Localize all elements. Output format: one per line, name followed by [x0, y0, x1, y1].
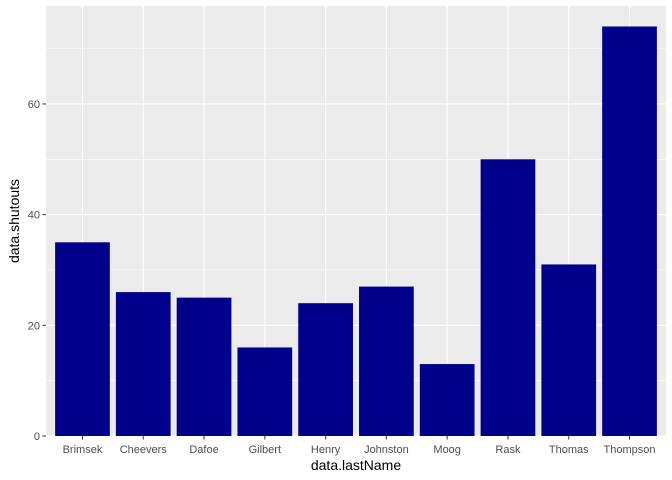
bar-thomas	[541, 264, 597, 436]
bars	[55, 26, 657, 436]
x-tick-label-cheevers: Cheevers	[120, 444, 168, 456]
y-tick-label: 0	[34, 431, 40, 443]
y-axis: 0 20 40 60	[28, 99, 46, 443]
bar-johnston	[359, 286, 414, 436]
bar-gilbert	[237, 347, 293, 436]
x-tick-label-thomas: Thomas	[549, 444, 589, 456]
bar-henry	[298, 303, 353, 436]
x-tick-label-dafoe: Dafoe	[189, 444, 218, 456]
y-axis-title: data.shutouts	[6, 179, 22, 263]
y-tick-label: 60	[28, 99, 40, 111]
x-tick-label-henry: Henry	[311, 444, 341, 456]
y-tick-label: 40	[28, 210, 40, 222]
bar-thompson	[602, 26, 657, 436]
bar-cheevers	[115, 292, 171, 436]
bar-rask	[480, 159, 536, 436]
x-axis-title: data.lastName	[311, 457, 401, 473]
x-tick-label-brimsek: Brimsek	[63, 444, 103, 456]
x-axis: Brimsek Cheevers Dafoe Gilbert Henry Johnston…	[63, 436, 656, 456]
x-tick-label-rask: Rask	[495, 444, 521, 456]
x-tick-label-gilbert: Gilbert	[249, 444, 281, 456]
bar-moog	[419, 364, 475, 436]
bar-brimsek	[55, 242, 110, 436]
x-tick-label-thompson: Thompson	[604, 444, 656, 456]
y-tick-label: 20	[28, 320, 40, 332]
bar-dafoe	[176, 297, 232, 436]
x-tick-label-moog: Moog	[433, 444, 461, 456]
x-tick-label-johnston: Johnston	[364, 444, 409, 456]
